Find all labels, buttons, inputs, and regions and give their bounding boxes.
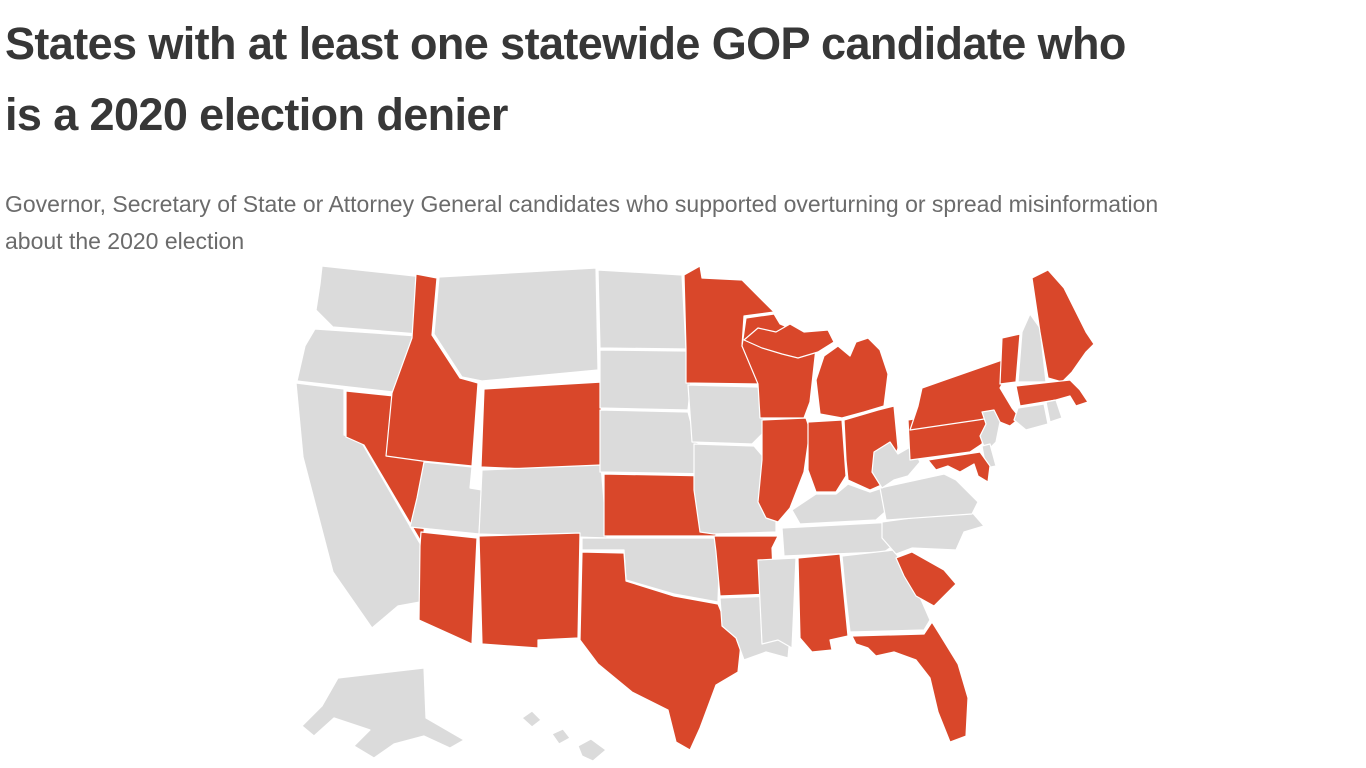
- state-TX: [579, 551, 743, 751]
- us-map-svg: [295, 265, 1095, 762]
- chart-title-line-2: is a 2020 election denier: [5, 89, 508, 140]
- state-NH: [1017, 313, 1047, 383]
- state-NM: [478, 532, 581, 649]
- state-GA: [841, 549, 931, 633]
- state-MO: [693, 443, 777, 535]
- state-ND: [597, 269, 687, 350]
- state-MN: [683, 265, 775, 385]
- state-RI: [1045, 399, 1063, 423]
- state-FL: [851, 621, 969, 743]
- state-AK: [301, 667, 465, 759]
- state-AL: [797, 553, 849, 653]
- state-KY: [791, 483, 895, 525]
- state-HI: [521, 710, 607, 762]
- state-MI: [743, 323, 889, 419]
- chart-subtitle-line-1: Governor, Secretary of State or Attorney…: [5, 191, 1159, 217]
- state-IA: [687, 384, 767, 445]
- state-MT: [433, 267, 599, 382]
- state-NC: [881, 509, 985, 555]
- state-CO: [478, 464, 608, 539]
- state-VA: [879, 473, 979, 521]
- state-AZ: [418, 531, 478, 645]
- chart-subtitle-line-2: about the 2020 election: [5, 228, 245, 254]
- state-ID: [385, 273, 479, 467]
- state-WV: [871, 441, 921, 489]
- state-WA: [315, 265, 425, 335]
- state-MS: [757, 557, 797, 649]
- chart-title: States with at least one statewide GOP c…: [0, 0, 1366, 150]
- state-SC: [895, 551, 957, 607]
- us-choropleth-map: [276, 250, 1118, 767]
- state-ME: [1031, 269, 1095, 383]
- state-VT: [999, 333, 1021, 385]
- state-IN: [807, 419, 847, 493]
- chart-subtitle: Governor, Secretary of State or Attorney…: [0, 150, 1366, 260]
- state-MA: [1015, 379, 1089, 407]
- state-MD: [927, 451, 991, 483]
- state-SD: [599, 349, 693, 411]
- state-CT: [1013, 403, 1049, 431]
- state-WY: [480, 381, 603, 473]
- chart-title-line-1: States with at least one statewide GOP c…: [5, 18, 1126, 69]
